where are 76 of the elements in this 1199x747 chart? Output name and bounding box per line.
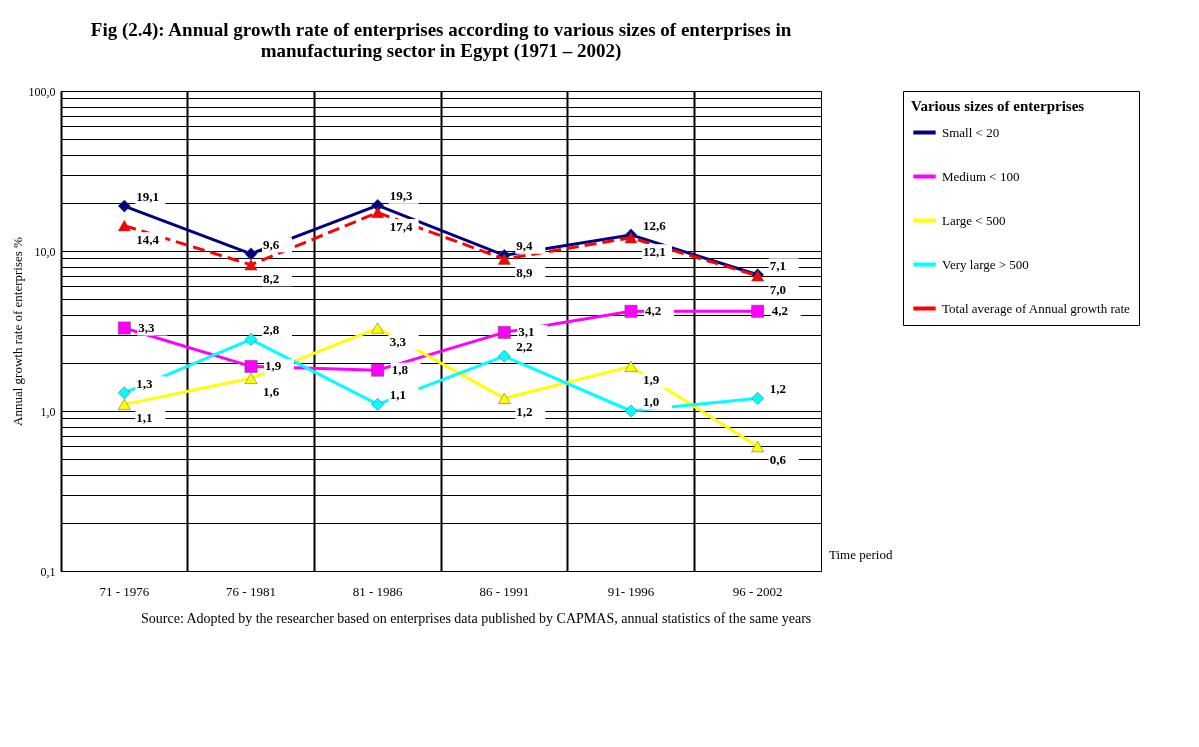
x-axis-title: Time period	[829, 547, 893, 562]
data-label: 19,1	[136, 189, 160, 205]
data-label: 1,9	[265, 358, 282, 374]
point	[751, 440, 765, 453]
data-label: 9,4	[516, 238, 534, 254]
data-label: 17,4	[389, 218, 413, 234]
point	[371, 206, 385, 219]
data-label: 3,1	[518, 324, 535, 340]
data-label: 1,1	[136, 410, 153, 426]
point	[624, 404, 638, 418]
point	[117, 199, 131, 213]
data-label: 14,4	[136, 231, 160, 247]
data-label: 2,8	[263, 322, 280, 338]
point	[371, 363, 385, 377]
point	[371, 322, 385, 334]
point	[624, 232, 638, 244]
data-label: 12,6	[643, 217, 667, 233]
text: Fig (2.4): Annual growth rate of enterprises according to various sizes of enterprises in	[90, 19, 792, 40]
point	[244, 247, 258, 261]
data-label: 8,2	[263, 270, 280, 286]
data-label: 9,6	[263, 236, 280, 252]
y-tick-label: 0,1	[40, 564, 56, 579]
point	[371, 398, 385, 411]
data-label: 1,9	[643, 372, 660, 388]
x-tick-label: 91- 1996	[607, 583, 655, 599]
data-label: 8,9	[516, 265, 534, 281]
y-tick-label: 1,0	[40, 404, 56, 419]
data-label: 19,3	[389, 188, 413, 204]
data-label: 3,3	[138, 320, 156, 336]
point	[751, 391, 765, 405]
point	[624, 360, 638, 372]
y-axis-title: Annual growth rate of enterprises %	[9, 236, 25, 426]
data-label: 7,1	[769, 257, 786, 273]
legend-label: Large < 500	[942, 212, 1006, 228]
data-label: 12,1	[643, 243, 666, 259]
data-label: 1,1	[389, 387, 406, 403]
point	[497, 253, 511, 265]
point	[117, 321, 131, 335]
x-tick-label: 71 - 1976	[99, 583, 150, 599]
x-tick-label: 96 - 2002	[732, 583, 783, 599]
point	[117, 398, 131, 410]
x-tick-label: 86 - 1991	[479, 583, 530, 599]
point	[624, 304, 638, 318]
data-label: 0,6	[769, 452, 787, 468]
data-label: 1,2	[769, 381, 786, 397]
point	[244, 372, 258, 384]
point	[117, 220, 131, 232]
data-label: 1,2	[516, 404, 533, 420]
legend-title: Various sizes of enterprises	[911, 98, 1085, 114]
data-label: 1,3	[136, 375, 154, 391]
point	[244, 360, 258, 373]
legend-label: Total average of Annual growth rate	[942, 300, 1131, 316]
point	[117, 386, 131, 400]
point	[497, 392, 511, 404]
data-label: 4,2	[771, 303, 788, 319]
x-tick-label: 76 - 1981	[226, 583, 276, 599]
point	[497, 349, 511, 363]
data-label: 4,2	[645, 303, 662, 319]
data-label: 1,0	[643, 394, 660, 409]
point	[751, 304, 765, 318]
data-label: 2,2	[516, 339, 533, 355]
point	[244, 259, 258, 271]
legend-label: Small < 20	[942, 124, 1000, 140]
data-label: 7,0	[769, 281, 786, 297]
x-tick-label: 81 - 1986	[352, 583, 404, 599]
y-tick-label: 100,0	[28, 84, 56, 99]
source-note: Source: Adopted by the researcher based on enterprises data published by CAPMAS, annual statistics of the same years	[141, 611, 812, 626]
legend-label: Very large > 500	[942, 256, 1029, 272]
text: manufacturing sector in Egypt (1971 – 2002)	[260, 40, 622, 61]
point	[497, 326, 511, 339]
data-label: 1,8	[391, 362, 409, 378]
legend-label: Medium < 100	[942, 168, 1020, 184]
y-tick-label: 10,0	[34, 244, 56, 259]
point	[244, 333, 258, 346]
data-label: 3,3	[389, 334, 407, 350]
data-label: 1,6	[263, 384, 280, 400]
